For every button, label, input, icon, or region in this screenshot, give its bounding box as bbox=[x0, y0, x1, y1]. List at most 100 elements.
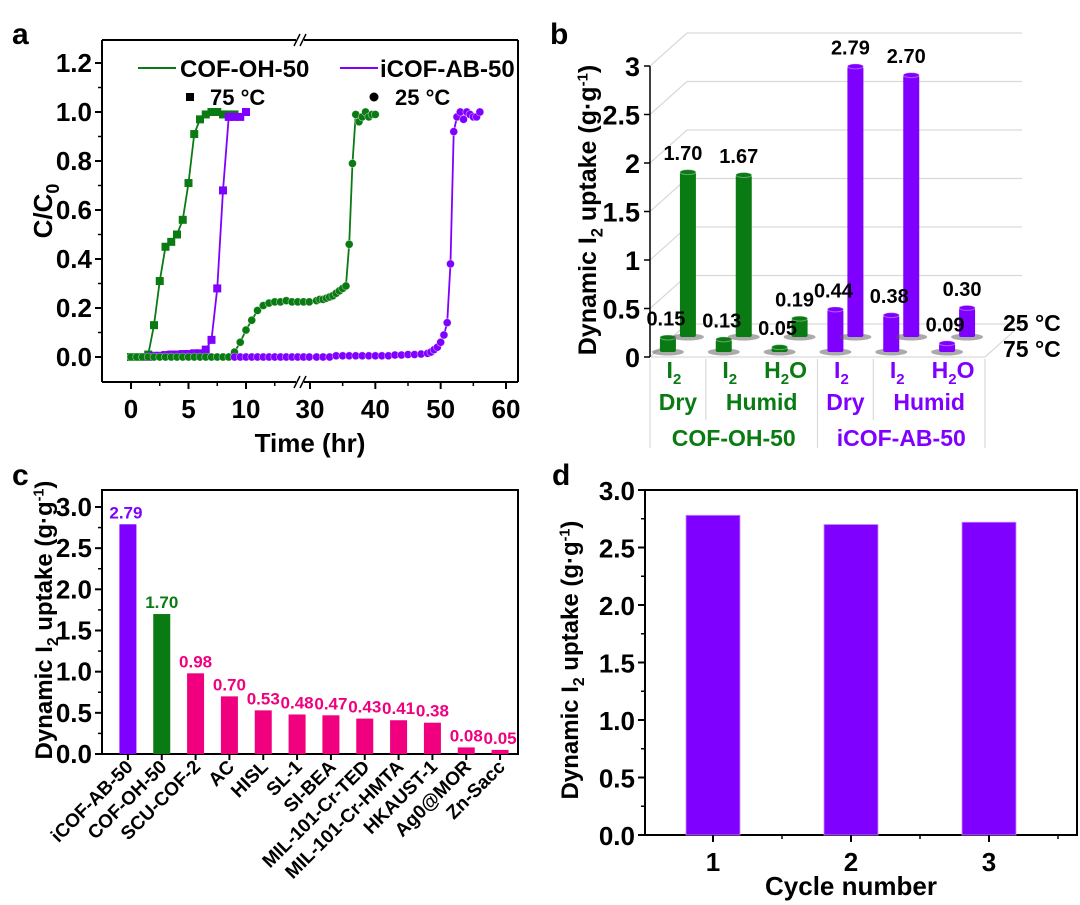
y-tick-label: 1 bbox=[625, 246, 640, 276]
x-tick-label: 40 bbox=[361, 394, 390, 424]
bar-si-bea bbox=[322, 715, 340, 754]
series-icof-ab-50-75-c bbox=[144, 108, 250, 361]
y-tick-label: 0.4 bbox=[56, 244, 93, 274]
y-axis-label: Dynamic I2 uptake (g·g-1) bbox=[557, 521, 588, 800]
data-point bbox=[348, 159, 357, 168]
data-point bbox=[201, 110, 210, 119]
bar-75c bbox=[715, 339, 732, 352]
axis-break-mark bbox=[293, 375, 301, 389]
value-label: 0.43 bbox=[348, 698, 381, 717]
bar-25c-top bbox=[679, 169, 697, 176]
bar-ac bbox=[220, 696, 238, 754]
bar-25c bbox=[959, 307, 976, 337]
y-tick-label: 2.0 bbox=[599, 591, 635, 621]
value-label: 0.70 bbox=[213, 675, 246, 694]
data-point bbox=[436, 337, 445, 347]
y-tick-label: 3.0 bbox=[599, 476, 635, 506]
x-tick-label: 1 bbox=[706, 847, 720, 877]
floor-right-edge bbox=[984, 323, 1023, 358]
y-tick-label: 0.6 bbox=[56, 195, 92, 225]
bar-25c-top bbox=[846, 63, 864, 70]
bar-75c-top bbox=[938, 340, 956, 347]
data-point bbox=[219, 110, 227, 119]
category-adsorbate-label: I2 bbox=[890, 357, 905, 388]
series-line bbox=[316, 110, 376, 302]
y-tick-label: 0.5 bbox=[56, 698, 92, 728]
x-tick-label: 30 bbox=[296, 394, 325, 424]
bar-cycle-3 bbox=[961, 521, 1017, 836]
data-point bbox=[213, 284, 222, 293]
bar-75c-top bbox=[771, 344, 789, 351]
condition-label: Humid bbox=[893, 389, 965, 415]
y-tick-label: 1.5 bbox=[599, 649, 635, 679]
panel-b-3d-uptake-bars: 0 0.5 1 1.5 2 2.5 3 Dynamic I2 uptake (g·g-1) 25… bbox=[574, 32, 1061, 451]
y-tick-label: 1.2 bbox=[56, 48, 92, 78]
series-cof-oh-50-75-c bbox=[127, 108, 239, 361]
data-point bbox=[150, 321, 158, 330]
value-label-25c: 0.19 bbox=[775, 290, 814, 312]
y-tick-label: 1.5 bbox=[56, 616, 92, 646]
x-tick-label: 0 bbox=[124, 394, 138, 424]
data-point bbox=[241, 325, 251, 335]
y-tick-label: 0.0 bbox=[56, 342, 92, 372]
y-tick-label: 2.5 bbox=[602, 101, 640, 131]
value-label: 0.41 bbox=[382, 699, 415, 718]
legend-label-icof-ab-50: iCOF-AB-50 bbox=[380, 56, 515, 83]
value-label-75c: 0.13 bbox=[702, 310, 741, 332]
bar-25c bbox=[735, 175, 752, 337]
panel-label-b: b bbox=[550, 18, 568, 51]
data-point bbox=[242, 108, 250, 116]
series-line bbox=[148, 111, 247, 358]
bar-scu-cof-2 bbox=[187, 673, 205, 754]
bar-25c-top bbox=[902, 72, 920, 79]
grid-line-side bbox=[649, 32, 688, 67]
panel-label-d: d bbox=[552, 459, 570, 492]
y-tick-label: 0 bbox=[625, 343, 640, 373]
x-tick-label: 5 bbox=[181, 394, 195, 424]
bar-75c-top bbox=[826, 306, 844, 313]
axis-break-mark bbox=[299, 375, 307, 389]
grid-line-side bbox=[649, 81, 688, 115]
data-point bbox=[230, 112, 239, 121]
category-adsorbate-label: H2O bbox=[932, 357, 975, 388]
value-label-75c: 0.09 bbox=[926, 314, 965, 336]
x-axis-label: Cycle number bbox=[765, 871, 937, 901]
bar-25c bbox=[791, 318, 808, 337]
material-label: COF-OH-50 bbox=[672, 425, 796, 451]
condition-label: Humid bbox=[726, 389, 798, 415]
bar-cof-oh-50 bbox=[153, 614, 171, 754]
value-label-75c: 0.44 bbox=[814, 280, 854, 302]
bar-sl-1 bbox=[288, 714, 306, 754]
bar-mil-101-cr-ted bbox=[356, 718, 374, 754]
bar-75c bbox=[659, 337, 676, 352]
y-tick-label: 0.5 bbox=[599, 764, 635, 794]
value-label: 0.47 bbox=[314, 694, 347, 713]
x-tick-label: 2 bbox=[844, 847, 858, 877]
material-label: iCOF-AB-50 bbox=[837, 425, 966, 451]
bar-cycle-1 bbox=[685, 514, 741, 836]
x-tick-label: 10 bbox=[232, 394, 261, 424]
value-label: 0.53 bbox=[247, 689, 280, 708]
y-tick-label: 0.2 bbox=[56, 293, 92, 323]
bar-75c-top bbox=[882, 312, 900, 319]
data-point bbox=[253, 306, 262, 315]
data-point bbox=[207, 108, 216, 116]
y-tick-label: 1.5 bbox=[602, 198, 640, 228]
y-tick-label: 1.0 bbox=[56, 657, 92, 687]
bar-icof-ab-50 bbox=[119, 524, 137, 754]
panel-a-breakthrough-curves: 0.0 0.2 0.4 0.6 0.8 1.0 1.2 0 5 10 30 40 50 60 Time (h… bbox=[28, 33, 520, 458]
data-point bbox=[449, 127, 459, 136]
bar-cycle-2 bbox=[823, 524, 879, 836]
data-point bbox=[224, 112, 233, 121]
y-tick-label: 0.5 bbox=[602, 295, 640, 325]
data-point bbox=[344, 240, 354, 249]
panel-label-a: a bbox=[12, 18, 29, 51]
condition-label: Dry bbox=[826, 389, 865, 415]
y-axis-label: C/C0 bbox=[28, 184, 63, 239]
y-axis-label: Dynamic I2 uptake (g·g-1) bbox=[31, 481, 62, 760]
bar-hkaust-1 bbox=[423, 722, 441, 754]
series-line bbox=[316, 110, 481, 358]
y-tick-label: 2.5 bbox=[56, 533, 92, 563]
